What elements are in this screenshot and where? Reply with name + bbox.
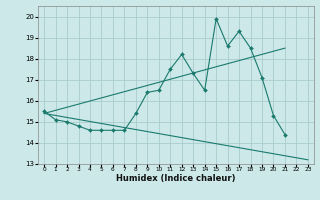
X-axis label: Humidex (Indice chaleur): Humidex (Indice chaleur) [116, 174, 236, 183]
